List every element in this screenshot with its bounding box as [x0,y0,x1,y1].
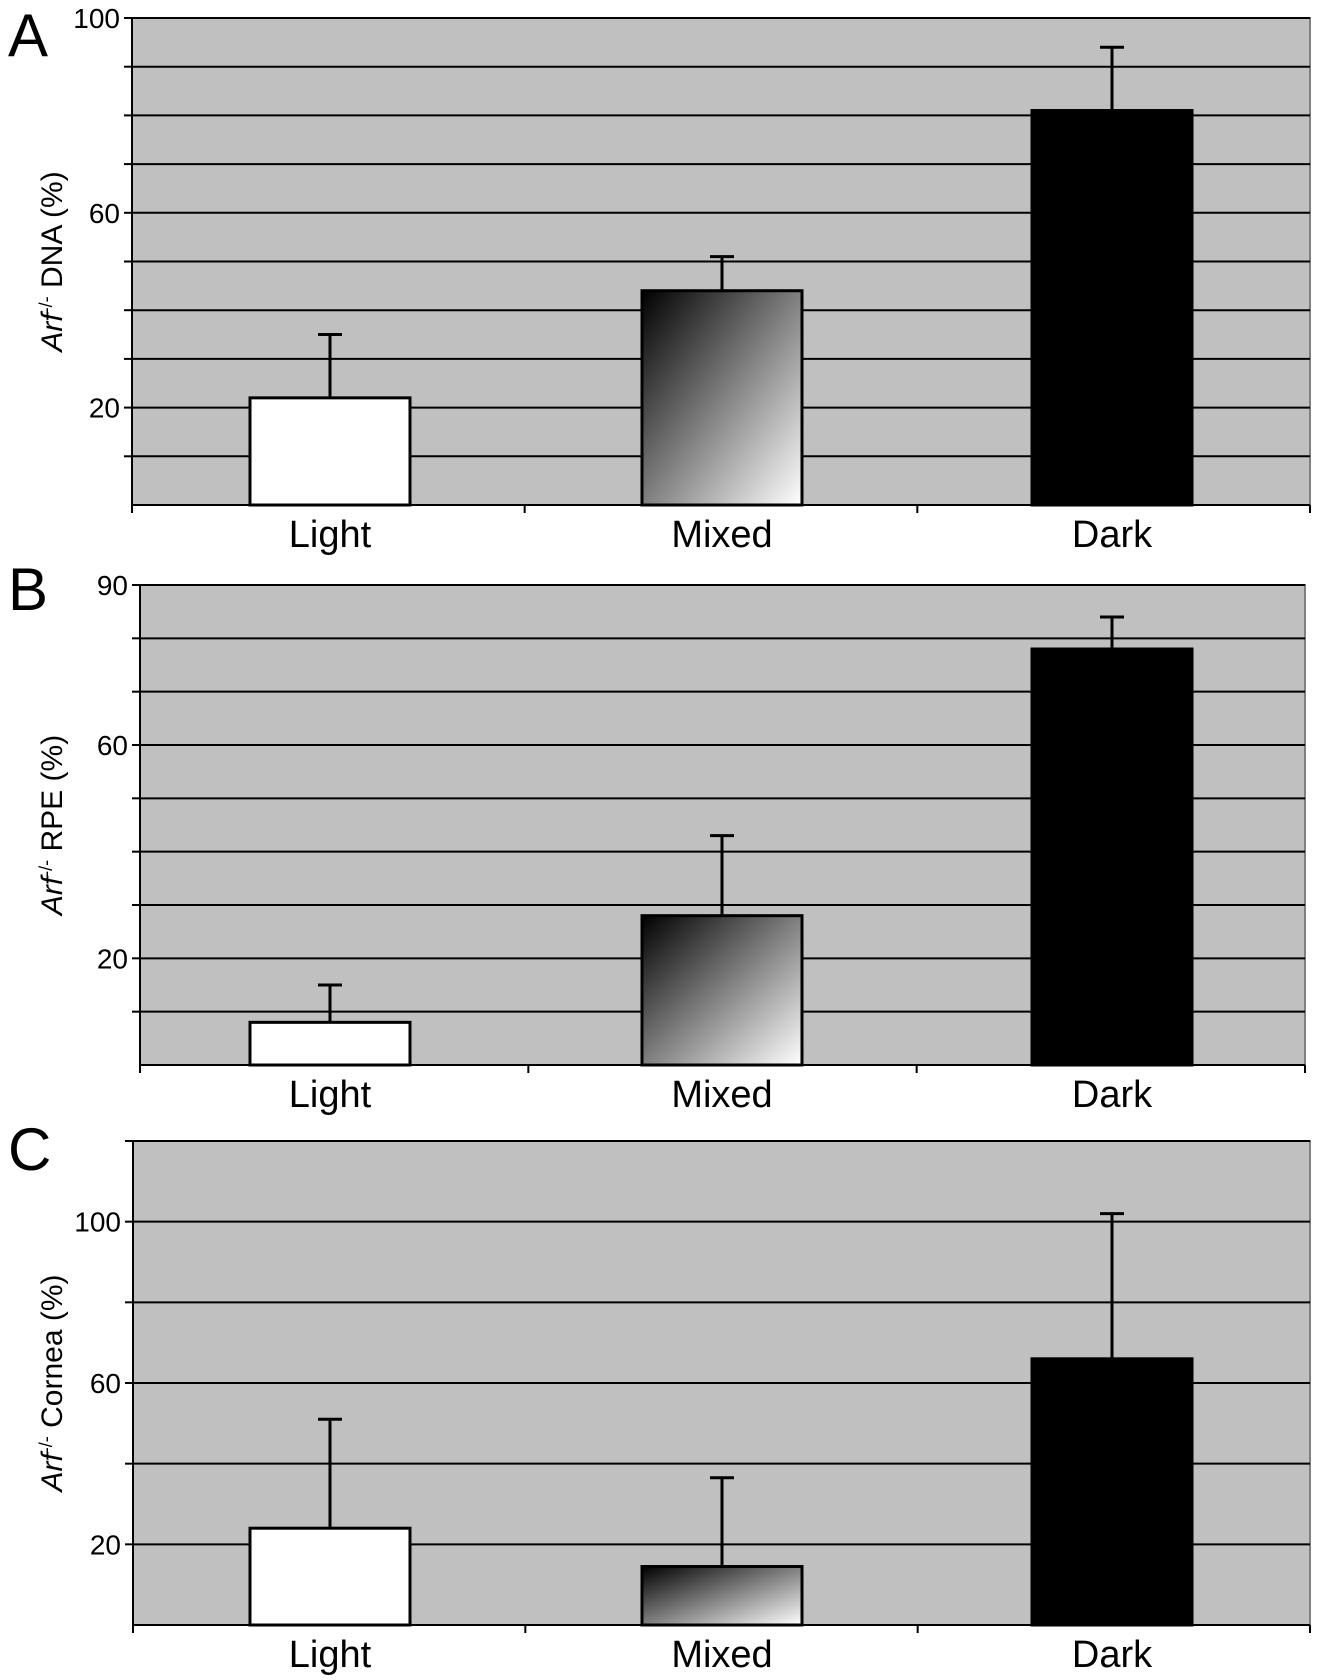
y-label-text: DNA (%) [36,171,69,296]
bar-mixed [640,289,804,507]
y-tick-label: 100 [74,1207,121,1238]
bar-dark [1030,647,1194,1067]
chart-a: 20 60 100 Light Mixed Dark Arf-/- DNA (%) [36,3,1311,556]
y-tick-label: 60 [89,198,120,229]
chart-b: 20 60 90 Light Mixed Dark Arf-/- RPE (%) [36,570,1306,1116]
panel-label: B [8,556,49,623]
category-label: Dark [1072,1634,1153,1676]
y-label-text: RPE (%) [36,735,69,860]
y-tick-label: 60 [97,730,128,761]
bar-mixed [640,914,804,1067]
y-tick-label: 20 [97,943,128,974]
panel-label: C [8,1116,52,1183]
bar-light [248,1526,412,1627]
category-label: Mixed [671,514,772,556]
y-tick-label: 20 [89,393,120,424]
y-tick-label: 60 [90,1368,121,1399]
y-tick-label: 90 [97,570,128,601]
bar-light [248,396,412,507]
y-label-superscript: -/- [36,860,56,877]
y-axis-label: Arf-/- RPE (%) [36,735,69,917]
category-label: Light [289,1074,372,1116]
category-label: Dark [1072,1074,1153,1116]
category-label: Light [289,1634,372,1676]
panel-b: B 20 60 90 Light Mixed Dark Arf-/- RPE (%) [0,560,1328,1120]
category-label: Dark [1072,514,1153,556]
y-label-gene: Arf [36,1451,69,1494]
y-label-gene: Arf [36,311,69,354]
bar-dark [1030,1357,1194,1627]
y-label-text: Cornea (%) [36,1274,69,1436]
bar-light [248,1020,412,1067]
y-tick-label: 20 [90,1529,121,1560]
bar-mixed [640,1565,804,1627]
category-label: Mixed [671,1074,772,1116]
bar-dark [1030,109,1194,507]
y-label-superscript: -/- [36,296,56,313]
panel-c: C 20 60 100 Light Mixed Dark Arf-/- Cornea (%) [0,1120,1328,1680]
panel-a: A 20 60 100 Light Mixed Dark Arf-/- DNA (%) [0,0,1328,560]
chart-c: 20 60 100 Light Mixed Dark Arf-/- Cornea (%) [36,1140,1311,1676]
y-label-superscript: -/- [36,1436,56,1453]
category-label: Light [289,514,372,556]
y-tick-label: 100 [73,3,120,34]
y-axis-label: Arf-/- Cornea (%) [36,1274,69,1493]
y-label-gene: Arf [36,874,69,917]
y-axis-label: Arf-/- DNA (%) [36,171,69,353]
panel-label: A [8,2,49,69]
category-label: Mixed [671,1634,772,1676]
